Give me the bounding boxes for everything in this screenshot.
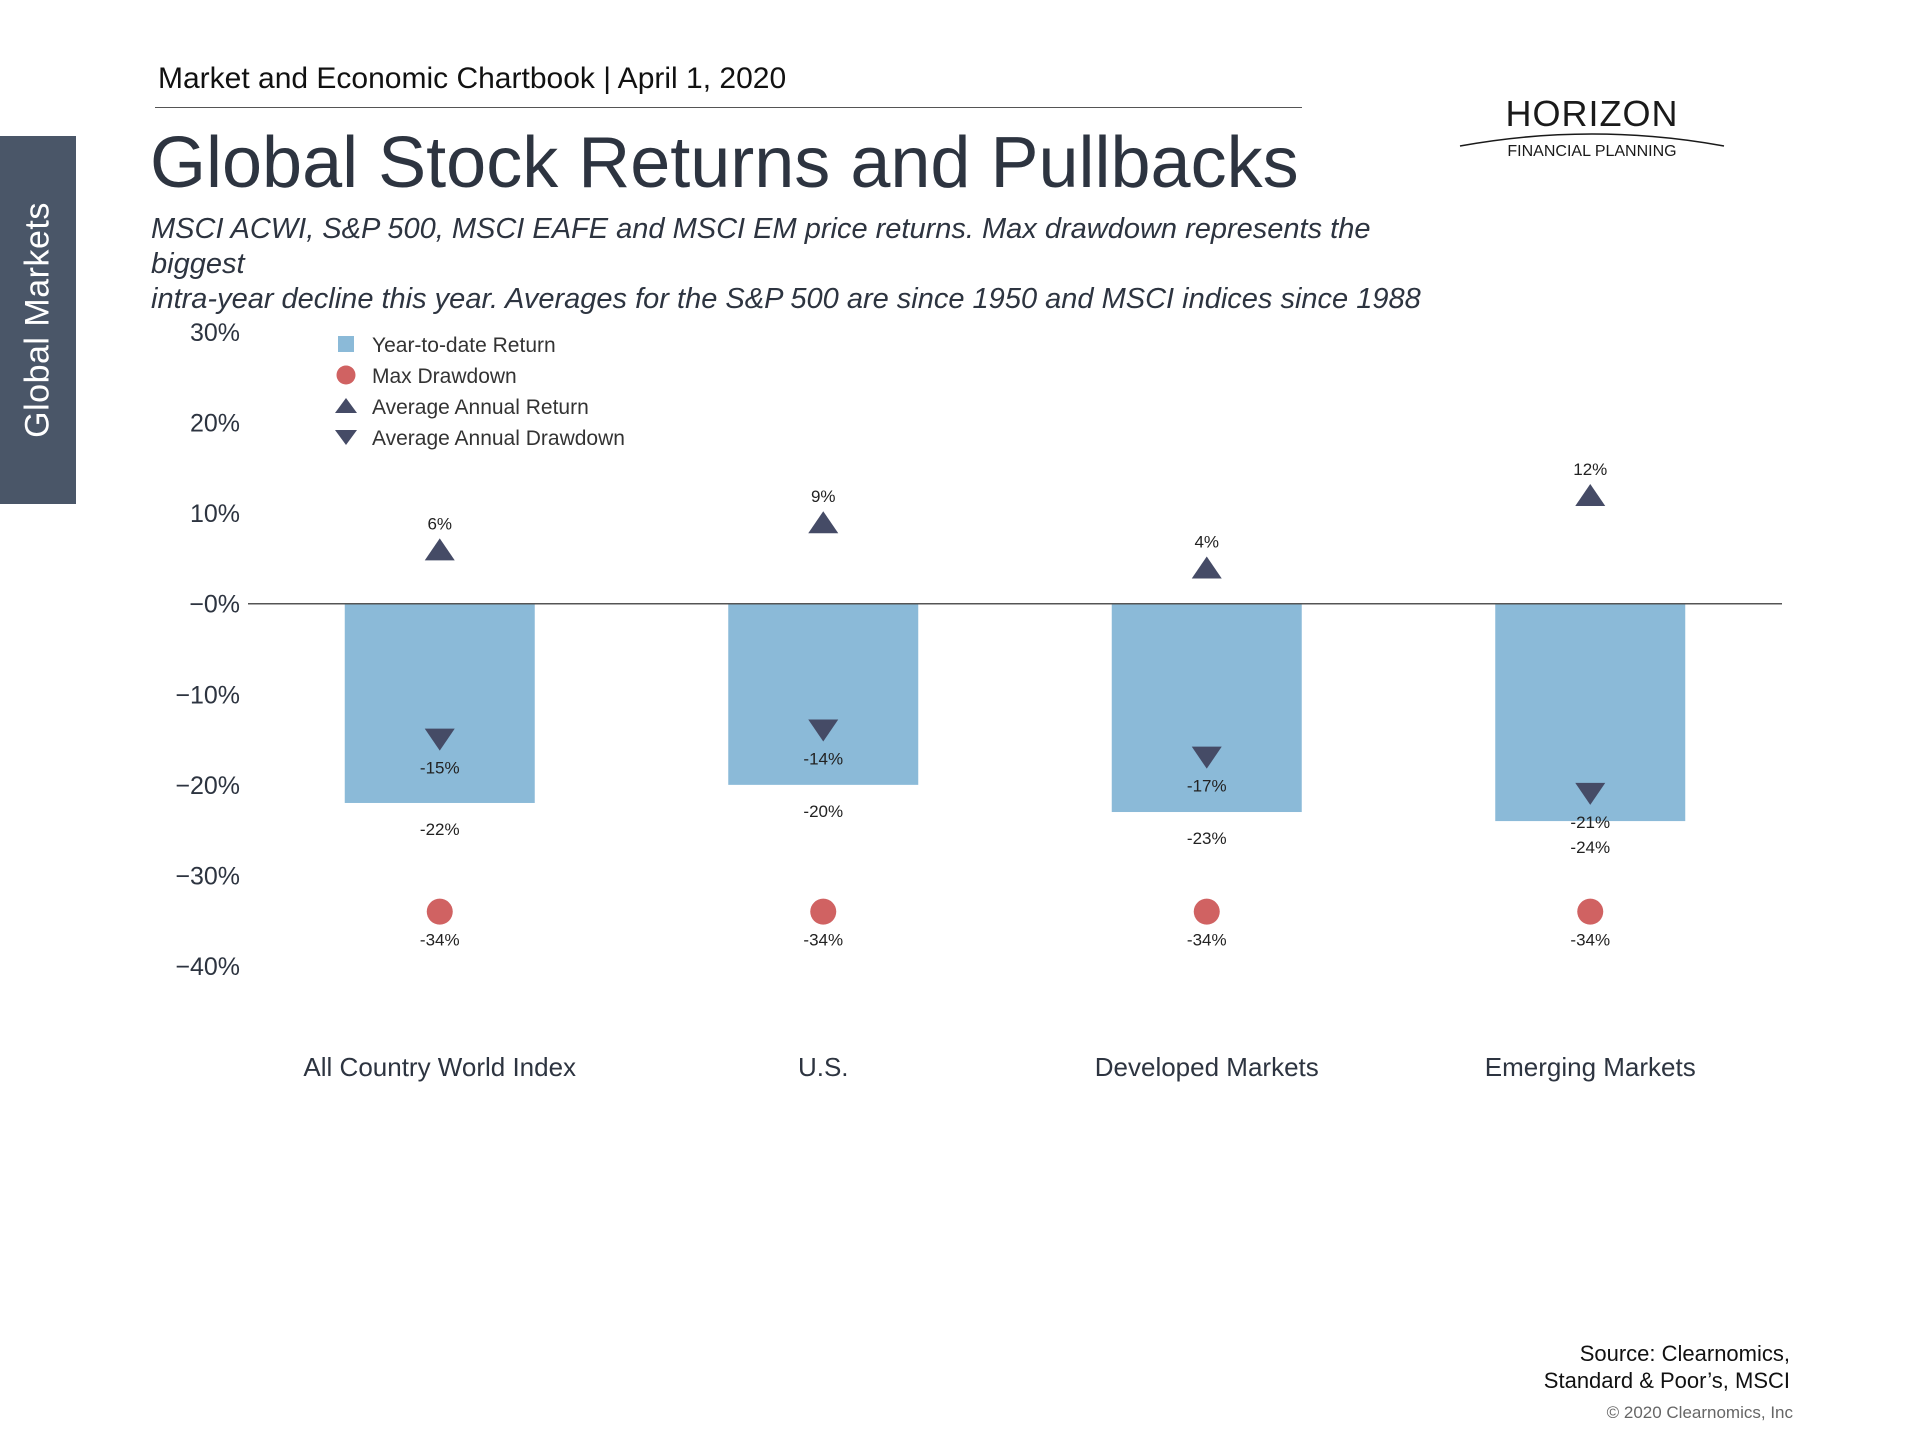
category-label: Developed Markets	[1095, 1052, 1319, 1082]
max-drawdown-dot	[1193, 898, 1220, 925]
y-tick-label: 10%	[190, 500, 240, 528]
bar-value-label: -23%	[1187, 829, 1227, 848]
max-drawdown-label: -34%	[420, 931, 460, 950]
legend-marker-circle	[336, 365, 356, 385]
logo-tagline: FINANCIAL PLANNING	[1507, 143, 1676, 160]
avg-return-triangle	[1575, 484, 1606, 507]
bar-ytd-return	[728, 603, 919, 785]
legend-label: Year-to-date Return	[372, 334, 556, 357]
avg-return-label: 9%	[811, 487, 836, 506]
avg-return-triangle	[808, 511, 839, 534]
y-tick-label: −40%	[175, 953, 240, 981]
category-label: All Country World Index	[303, 1052, 576, 1082]
bar-ytd-return	[344, 603, 535, 803]
avg-drawdown-triangle	[424, 728, 455, 751]
legend-marker-triangle-down	[335, 430, 357, 445]
legend-label: Average Annual Return	[372, 396, 589, 419]
avg-return-triangle	[1191, 556, 1222, 579]
y-tick-label: −10%	[175, 681, 240, 709]
legend-label: Max Drawdown	[372, 365, 517, 388]
y-tick-label: −30%	[175, 862, 240, 890]
subtitle-line-2: intra-year decline this year. Averages f…	[151, 283, 1421, 315]
header-divider	[155, 107, 1302, 108]
avg-drawdown-label: -21%	[1570, 813, 1610, 832]
page-subtitle: MSCI ACWI, S&P 500, MSCI EAFE and MSCI E…	[151, 212, 1471, 317]
logo-name: HORIZON	[1506, 93, 1679, 134]
avg-drawdown-label: -15%	[420, 759, 460, 778]
avg-drawdown-label: -17%	[1187, 777, 1227, 796]
y-tick-label: 30%	[190, 319, 240, 347]
max-drawdown-label: -34%	[1187, 931, 1227, 950]
avg-return-triangle	[424, 538, 455, 561]
subtitle-line-1: MSCI ACWI, S&P 500, MSCI EAFE and MSCI E…	[151, 213, 1371, 280]
y-tick-label: −0%	[189, 591, 240, 619]
avg-drawdown-label: -14%	[803, 750, 843, 769]
category-label: U.S.	[798, 1052, 849, 1082]
max-drawdown-dot	[426, 898, 453, 925]
legend-marker-bar	[338, 336, 354, 352]
legend-marker-triangle-up	[335, 398, 357, 413]
horizon-logo: HORIZON FINANCIAL PLANNING	[1459, 93, 1725, 160]
bar-value-label: -20%	[803, 802, 843, 821]
y-tick-label: 20%	[190, 410, 240, 438]
copyright: © 2020 Clearnomics, Inc	[1606, 1403, 1793, 1422]
logo-swoosh	[1459, 133, 1725, 147]
avg-return-label: 4%	[1194, 532, 1219, 551]
avg-return-label: 6%	[427, 514, 452, 533]
side-tab: Global Markets	[0, 136, 76, 504]
max-drawdown-label: -34%	[803, 931, 843, 950]
max-drawdown-dot	[810, 898, 837, 925]
legend-label: Average Annual Drawdown	[372, 427, 625, 450]
bar-value-label: -22%	[420, 820, 460, 839]
max-drawdown-label: -34%	[1570, 931, 1610, 950]
source-note: Source: Clearnomics, Standard & Poor’s, …	[1544, 1340, 1790, 1394]
source-line-1: Source: Clearnomics,	[1579, 1341, 1790, 1366]
source-line-2: Standard & Poor’s, MSCI	[1543, 1368, 1790, 1393]
avg-drawdown-triangle	[808, 719, 839, 742]
page-title: Global Stock Returns and Pullbacks	[150, 123, 1299, 203]
y-tick-label: −20%	[175, 772, 240, 800]
avg-drawdown-triangle	[1191, 746, 1222, 769]
chartbook-header: Market and Economic Chartbook | April 1,…	[158, 62, 787, 95]
bar-ytd-return	[1111, 603, 1302, 813]
avg-return-label: 12%	[1573, 460, 1607, 479]
bar-value-label: -24%	[1570, 838, 1610, 857]
category-label: Emerging Markets	[1485, 1052, 1696, 1082]
max-drawdown-dot	[1577, 898, 1604, 925]
avg-drawdown-triangle	[1575, 782, 1606, 805]
